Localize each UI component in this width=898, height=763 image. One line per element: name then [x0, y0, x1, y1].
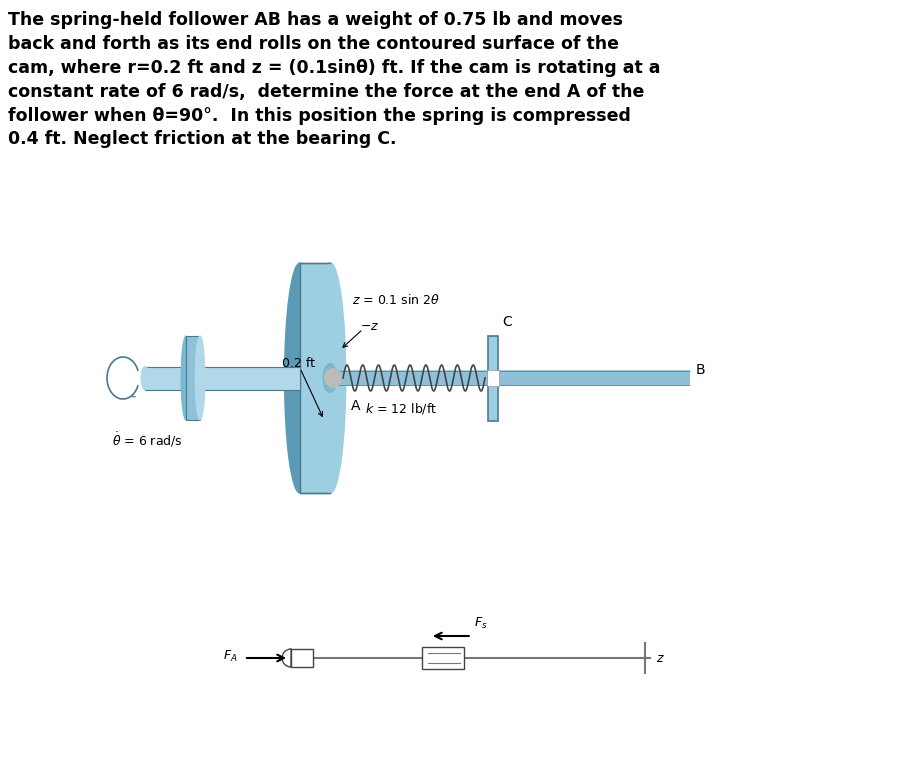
Ellipse shape — [141, 366, 149, 389]
Text: z: z — [656, 652, 663, 665]
FancyBboxPatch shape — [145, 366, 300, 389]
Polygon shape — [186, 336, 200, 420]
Text: $\dot{\theta}$ = 6 rad/s: $\dot{\theta}$ = 6 rad/s — [112, 431, 183, 449]
FancyBboxPatch shape — [487, 370, 499, 386]
Polygon shape — [300, 263, 330, 493]
Text: $-z$: $-z$ — [360, 320, 379, 333]
Ellipse shape — [323, 364, 337, 392]
Text: B: B — [696, 363, 706, 377]
Ellipse shape — [285, 263, 315, 493]
Text: $z$ = 0.1 sin 2$\theta$: $z$ = 0.1 sin 2$\theta$ — [352, 293, 440, 307]
Ellipse shape — [181, 336, 191, 420]
Ellipse shape — [324, 369, 341, 388]
Text: 0.2 ft: 0.2 ft — [282, 356, 315, 369]
FancyBboxPatch shape — [488, 336, 498, 420]
Ellipse shape — [314, 263, 346, 493]
Text: $F_A$: $F_A$ — [224, 649, 238, 664]
Text: The spring-held follower AB has a weight of 0.75 lb and moves
back and forth as : The spring-held follower AB has a weight… — [8, 11, 661, 148]
FancyBboxPatch shape — [291, 649, 313, 667]
Text: C: C — [502, 314, 512, 329]
Ellipse shape — [195, 336, 205, 420]
Text: $k$ = 12 lb/ft: $k$ = 12 lb/ft — [365, 401, 437, 416]
Text: A: A — [351, 399, 360, 413]
FancyBboxPatch shape — [422, 647, 464, 669]
Text: $F_s$: $F_s$ — [474, 616, 488, 630]
